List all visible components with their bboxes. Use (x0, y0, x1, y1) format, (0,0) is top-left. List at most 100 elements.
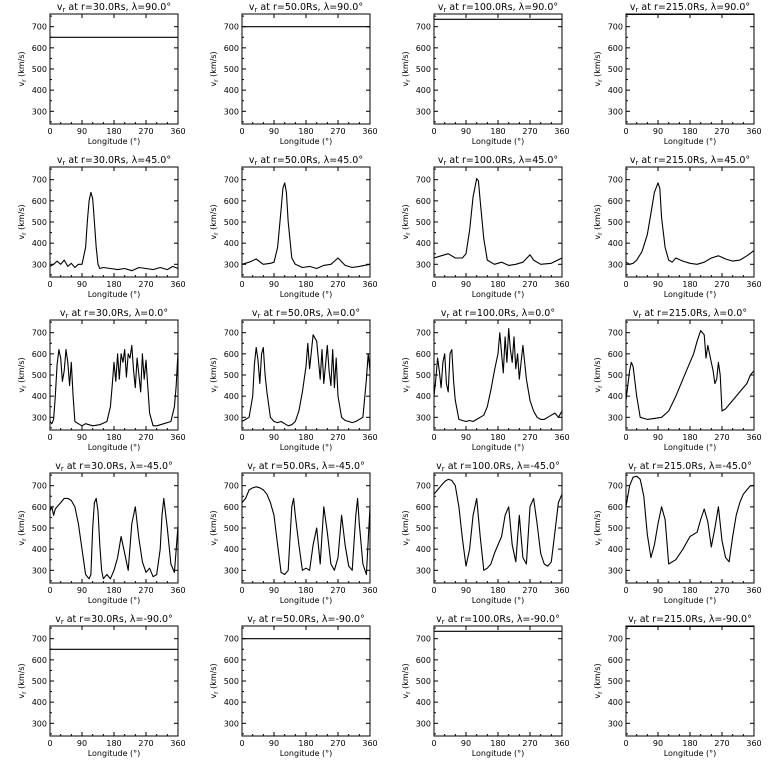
x-tick-label: 360 (170, 127, 185, 136)
y-tick-label: 400 (32, 545, 47, 554)
y-tick-label: 500 (608, 524, 623, 533)
x-axis-label: Longitude (°) (280, 749, 333, 758)
y-tick-label: 700 (224, 635, 239, 644)
x-tick-label: 360 (170, 739, 185, 748)
x-tick-label: 90 (77, 739, 87, 748)
y-tick-label: 500 (416, 371, 431, 380)
plot-frame (49, 625, 179, 737)
plot-frame (241, 319, 371, 431)
x-tick-label: 180 (106, 433, 121, 442)
y-tick-label: 500 (416, 677, 431, 686)
x-tick-label: 0 (47, 586, 52, 595)
y-tick-label: 400 (608, 239, 623, 248)
series-line (625, 475, 754, 565)
y-tick-label: 500 (32, 218, 47, 227)
panel-r3-c2: vr at r=100.0Rs, λ=-45.0° 0 90 180 270 360 300… (401, 461, 570, 605)
y-tick-label: 400 (32, 86, 47, 95)
y-tick-label: 500 (32, 524, 47, 533)
x-tick-label: 0 (47, 433, 52, 442)
plot-frame (49, 166, 179, 278)
y-tick-label: 400 (608, 545, 623, 554)
y-tick-label: 600 (32, 350, 47, 359)
panel-title: vr at r=215.0Rs, λ=45.0° (630, 155, 750, 167)
y-tick-label: 600 (224, 350, 239, 359)
y-tick-label: 600 (608, 503, 623, 512)
y-tick-label: 700 (32, 23, 47, 32)
x-tick-label: 0 (623, 280, 628, 289)
panel-title: vr at r=100.0Rs, λ=45.0° (438, 155, 558, 167)
y-tick-label: 700 (224, 23, 239, 32)
y-tick-label: 400 (416, 86, 431, 95)
plot-frame (241, 13, 371, 125)
y-tick-label: 400 (416, 239, 431, 248)
y-tick-label: 500 (416, 524, 431, 533)
y-axis-label: vr (km/s) (401, 51, 412, 86)
y-tick-label: 700 (32, 176, 47, 185)
x-tick-label: 180 (106, 127, 121, 136)
x-tick-label: 90 (269, 127, 279, 136)
x-tick-label: 90 (269, 586, 279, 595)
y-tick-label: 300 (608, 566, 623, 575)
x-tick-label: 270 (330, 739, 345, 748)
panel-title: vr at r=30.0Rs, λ=90.0° (57, 2, 171, 14)
panel-title: vr at r=30.0Rs, λ=45.0° (57, 155, 171, 167)
y-tick-label: 700 (32, 482, 47, 491)
y-tick-label: 400 (416, 392, 431, 401)
y-axis-label: vr (km/s) (401, 204, 412, 239)
x-tick-label: 180 (490, 433, 505, 442)
panel-r3-c0: vr at r=30.0Rs, λ=-45.0° 0 90 180 270 360 300 4… (17, 461, 186, 605)
y-tick-label: 500 (32, 677, 47, 686)
y-tick-label: 700 (608, 635, 623, 644)
y-axis-label: vr (km/s) (209, 357, 220, 392)
y-tick-label: 400 (32, 239, 47, 248)
y-tick-label: 700 (32, 329, 47, 338)
y-tick-label: 300 (608, 260, 623, 269)
x-tick-label: 270 (522, 280, 537, 289)
y-tick-label: 300 (416, 107, 431, 116)
y-tick-label: 600 (608, 656, 623, 665)
x-tick-label: 0 (239, 433, 244, 442)
y-tick-label: 400 (608, 86, 623, 95)
y-tick-label: 600 (224, 656, 239, 665)
y-tick-label: 700 (224, 176, 239, 185)
x-tick-label: 180 (490, 739, 505, 748)
x-tick-label: 180 (298, 280, 313, 289)
y-tick-label: 600 (224, 44, 239, 53)
x-axis-label: Longitude (°) (472, 443, 525, 452)
y-tick-label: 300 (32, 566, 47, 575)
x-tick-label: 270 (138, 127, 153, 136)
panel-title: vr at r=215.0Rs, λ=-45.0° (628, 461, 752, 473)
y-tick-label: 600 (32, 44, 47, 53)
series-line (433, 178, 563, 266)
panel-title: vr at r=50.0Rs, λ=90.0° (249, 2, 363, 14)
y-axis-label: vr (km/s) (593, 204, 604, 239)
x-tick-label: 90 (653, 739, 663, 748)
x-tick-label: 180 (490, 127, 505, 136)
y-axis-label: vr (km/s) (401, 357, 412, 392)
x-tick-label: 0 (239, 280, 244, 289)
y-tick-label: 700 (608, 329, 623, 338)
y-axis-label: vr (km/s) (401, 663, 412, 698)
x-tick-label: 270 (138, 433, 153, 442)
panel-title: vr at r=100.0Rs, λ=0.0° (441, 308, 555, 320)
y-tick-label: 600 (32, 656, 47, 665)
panel-title: vr at r=215.0Rs, λ=-90.0° (628, 614, 752, 626)
x-tick-label: 90 (77, 586, 87, 595)
x-tick-label: 360 (170, 433, 185, 442)
y-axis-label: vr (km/s) (209, 51, 220, 86)
panel-title: vr at r=30.0Rs, λ=-45.0° (55, 461, 173, 473)
x-tick-label: 0 (239, 127, 244, 136)
y-tick-label: 600 (608, 44, 623, 53)
y-tick-label: 400 (224, 239, 239, 248)
y-tick-label: 300 (224, 413, 239, 422)
x-axis-label: Longitude (°) (664, 443, 717, 452)
plot-frame (625, 13, 755, 125)
y-tick-label: 400 (608, 392, 623, 401)
x-tick-label: 360 (746, 433, 761, 442)
x-tick-label: 180 (298, 586, 313, 595)
series-line (241, 182, 371, 270)
x-axis-label: Longitude (°) (88, 137, 141, 146)
y-tick-label: 600 (416, 44, 431, 53)
y-tick-label: 500 (608, 371, 623, 380)
y-tick-label: 500 (416, 218, 431, 227)
